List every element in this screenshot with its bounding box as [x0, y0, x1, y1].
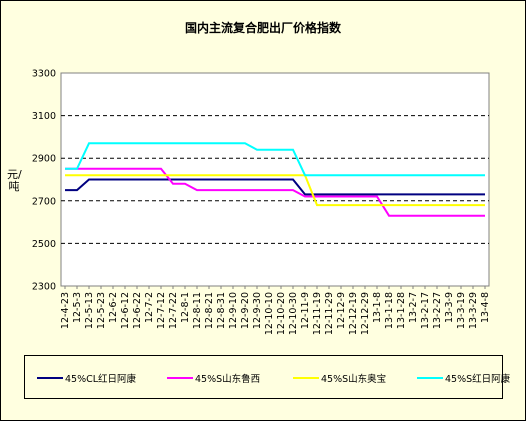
x-tick-label: 12-7-22	[168, 292, 179, 329]
x-tick-label: 12-8-31	[216, 292, 227, 329]
legend-label: 45%S山东奥宝	[321, 374, 387, 385]
x-tick-label: 13-1-28	[396, 292, 407, 329]
x-tick-label: 13-3-9	[444, 292, 455, 323]
x-tick-label: 12-6-2	[108, 292, 119, 323]
x-tick-label: 13-3-19	[456, 292, 467, 329]
legend-item-3: 45%S山东奥宝	[293, 372, 387, 385]
x-tick-label: 12-12-29	[360, 292, 371, 335]
x-tick-label: 12-7-12	[156, 292, 167, 329]
x-tick-label: 12-12-9	[336, 292, 347, 329]
x-tick-label: 12-11-29	[324, 292, 335, 335]
legend-swatch	[417, 377, 443, 379]
legend-label: 45%CL红日阿康	[65, 374, 137, 385]
x-tick-label: 13-1-18	[384, 292, 395, 329]
legend-label: 45%S红日阿康	[445, 374, 511, 385]
x-tick-label: 12-6-22	[132, 292, 143, 329]
x-tick-label: 12-7-2	[144, 292, 155, 323]
series-line-3	[65, 174, 485, 207]
series-line-4	[65, 142, 485, 177]
y-tick-label: 2500	[32, 239, 56, 250]
x-tick-label: 12-4-23	[60, 292, 71, 329]
x-tick-label: 12-5-13	[84, 292, 95, 329]
y-tick-label: 3300	[32, 69, 56, 80]
x-tick-label: 12-11-9	[300, 292, 311, 329]
x-tick-label: 12-9-10	[228, 292, 239, 329]
x-tick-label: 12-6-12	[120, 292, 131, 329]
legend-label: 45%S山东鲁西	[195, 374, 261, 385]
x-tick-label: 12-8-21	[204, 292, 215, 329]
y-tick-label: 2900	[32, 154, 56, 165]
series-lines	[65, 142, 485, 217]
legend-swatch	[167, 377, 193, 379]
x-tick-label: 13-2-7	[408, 292, 419, 323]
x-tick-label: 12-12-19	[348, 292, 359, 335]
series-line-1	[65, 178, 485, 196]
legend-item-2: 45%S山东鲁西	[167, 372, 261, 385]
x-tick-label: 12-10-10	[264, 292, 275, 335]
x-tick-labels: 12-4-23 12-5-3 12-5-13 12-5-23 12-6-2 12-6-12…	[60, 286, 491, 335]
y-tick-label: 3100	[32, 111, 56, 122]
x-tick-label: 13-2-17	[420, 292, 431, 329]
x-tick-label: 12-9-30	[252, 292, 263, 329]
x-tick-label: 13-4-8	[480, 292, 491, 323]
y-tick-label: 2300	[32, 282, 56, 293]
chart-title: 国内主流复合肥出厂价格指数	[184, 21, 341, 35]
series-line-2	[65, 167, 485, 217]
x-tick-label: 12-5-3	[72, 292, 83, 323]
legend-swatch	[293, 377, 319, 379]
x-tick-label: 13-3-29	[468, 292, 479, 329]
legend: 45%CL红日阿康 45%S山东鲁西 45%S山东奥宝 45%S红日阿康	[24, 355, 510, 399]
grid-lines	[61, 115, 489, 244]
legend-swatch	[37, 377, 63, 379]
x-tick-label: 12-10-30	[288, 292, 299, 335]
y-tick-labels: 2300 2500 2700 2900 3100 3300	[32, 69, 56, 293]
x-tick-label: 12-10-20	[276, 292, 287, 335]
x-tick-label: 13-1-8	[372, 292, 383, 323]
legend-item-1: 45%CL红日阿康	[37, 372, 137, 385]
legend-item-4: 45%S红日阿康	[417, 372, 511, 385]
x-tick-label: 12-8-1	[180, 292, 191, 323]
y-axis-label: 元/吨	[7, 168, 22, 193]
y-tick-label: 2700	[32, 196, 56, 207]
x-tick-label: 13-2-27	[432, 292, 443, 329]
x-tick-label: 12-9-20	[240, 292, 251, 329]
x-tick-label: 12-5-23	[96, 292, 107, 329]
x-tick-label: 12-11-19	[312, 292, 323, 335]
x-tick-label: 12-8-11	[192, 292, 203, 329]
